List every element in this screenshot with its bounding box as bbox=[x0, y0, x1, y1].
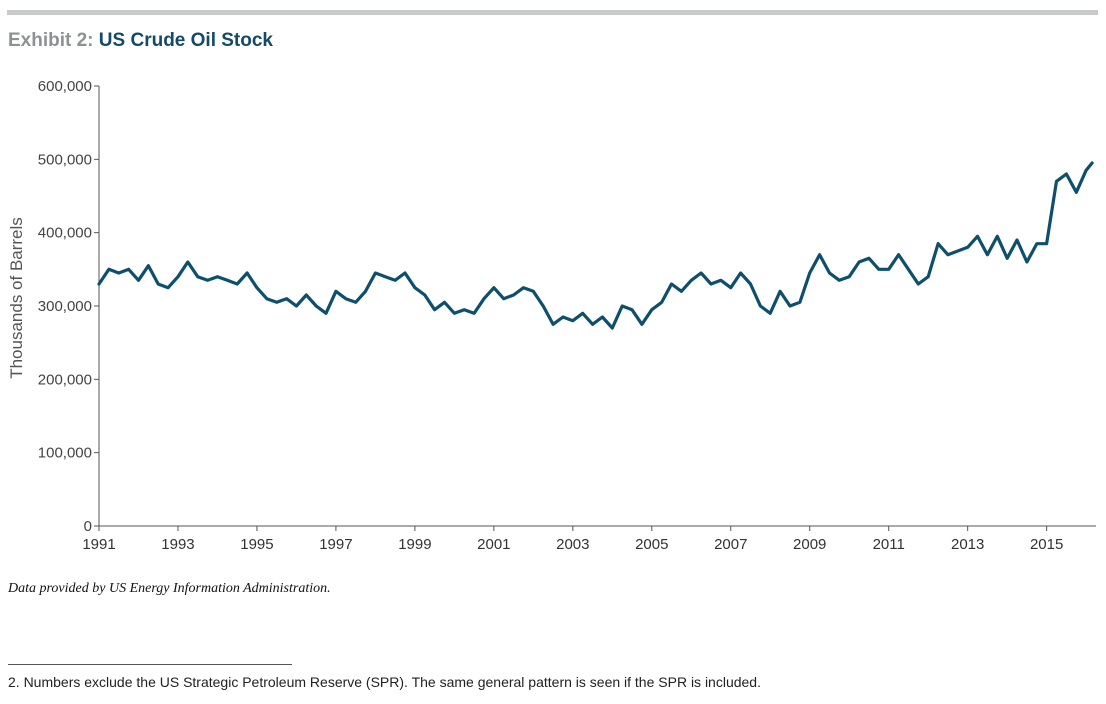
chart-axes: 0 100,000 200,000 300,000 400,000 500,000 600,… bbox=[38, 78, 1096, 553]
x-tick-label: 1999 bbox=[398, 536, 431, 553]
x-tick-label: 2003 bbox=[556, 536, 589, 553]
x-tick-label: 2011 bbox=[873, 536, 905, 553]
x-tick-label: 1993 bbox=[161, 536, 194, 553]
data-source-note: Data provided by US Energy Information A… bbox=[8, 581, 331, 596]
exhibit-label: Exhibit 2: bbox=[8, 30, 94, 51]
chart-series bbox=[97, 161, 1094, 330]
y-tick-label: 0 bbox=[84, 518, 92, 535]
footnote-rule bbox=[8, 664, 292, 665]
y-tick-label: 600,000 bbox=[38, 78, 92, 95]
chart-title: US Crude Oil Stock bbox=[98, 30, 273, 51]
oil-stock-chart: 0 100,000 200,000 300,000 400,000 500,000 600,… bbox=[7, 78, 1096, 553]
series-line-crude-oil-stock bbox=[97, 161, 1094, 330]
y-tick-label: 200,000 bbox=[38, 371, 92, 388]
x-tick-label: 2009 bbox=[793, 536, 826, 553]
y-tick-label: 300,000 bbox=[38, 298, 92, 315]
top-rule bbox=[7, 10, 1098, 15]
x-tick-label: 2001 bbox=[477, 536, 510, 553]
x-tick-label: 2007 bbox=[714, 536, 747, 553]
x-tick-label: 2015 bbox=[1030, 536, 1063, 553]
y-tick-label: 400,000 bbox=[38, 225, 92, 242]
x-tick-label: 2005 bbox=[635, 536, 668, 553]
footnote: 2. Numbers exclude the US Strategic Petr… bbox=[8, 674, 761, 690]
x-tick-label: 1995 bbox=[240, 536, 273, 553]
y-tick-label: 500,000 bbox=[38, 151, 92, 168]
x-tick-label: 1991 bbox=[82, 536, 115, 553]
x-tick-label: 1997 bbox=[319, 536, 352, 553]
y-tick-label: 100,000 bbox=[38, 445, 92, 462]
y-axis-label: Thousands of Barrels bbox=[7, 217, 26, 379]
x-tick-label: 2013 bbox=[951, 536, 984, 553]
exhibit-title: Exhibit 2: US Crude Oil Stock bbox=[8, 30, 273, 52]
